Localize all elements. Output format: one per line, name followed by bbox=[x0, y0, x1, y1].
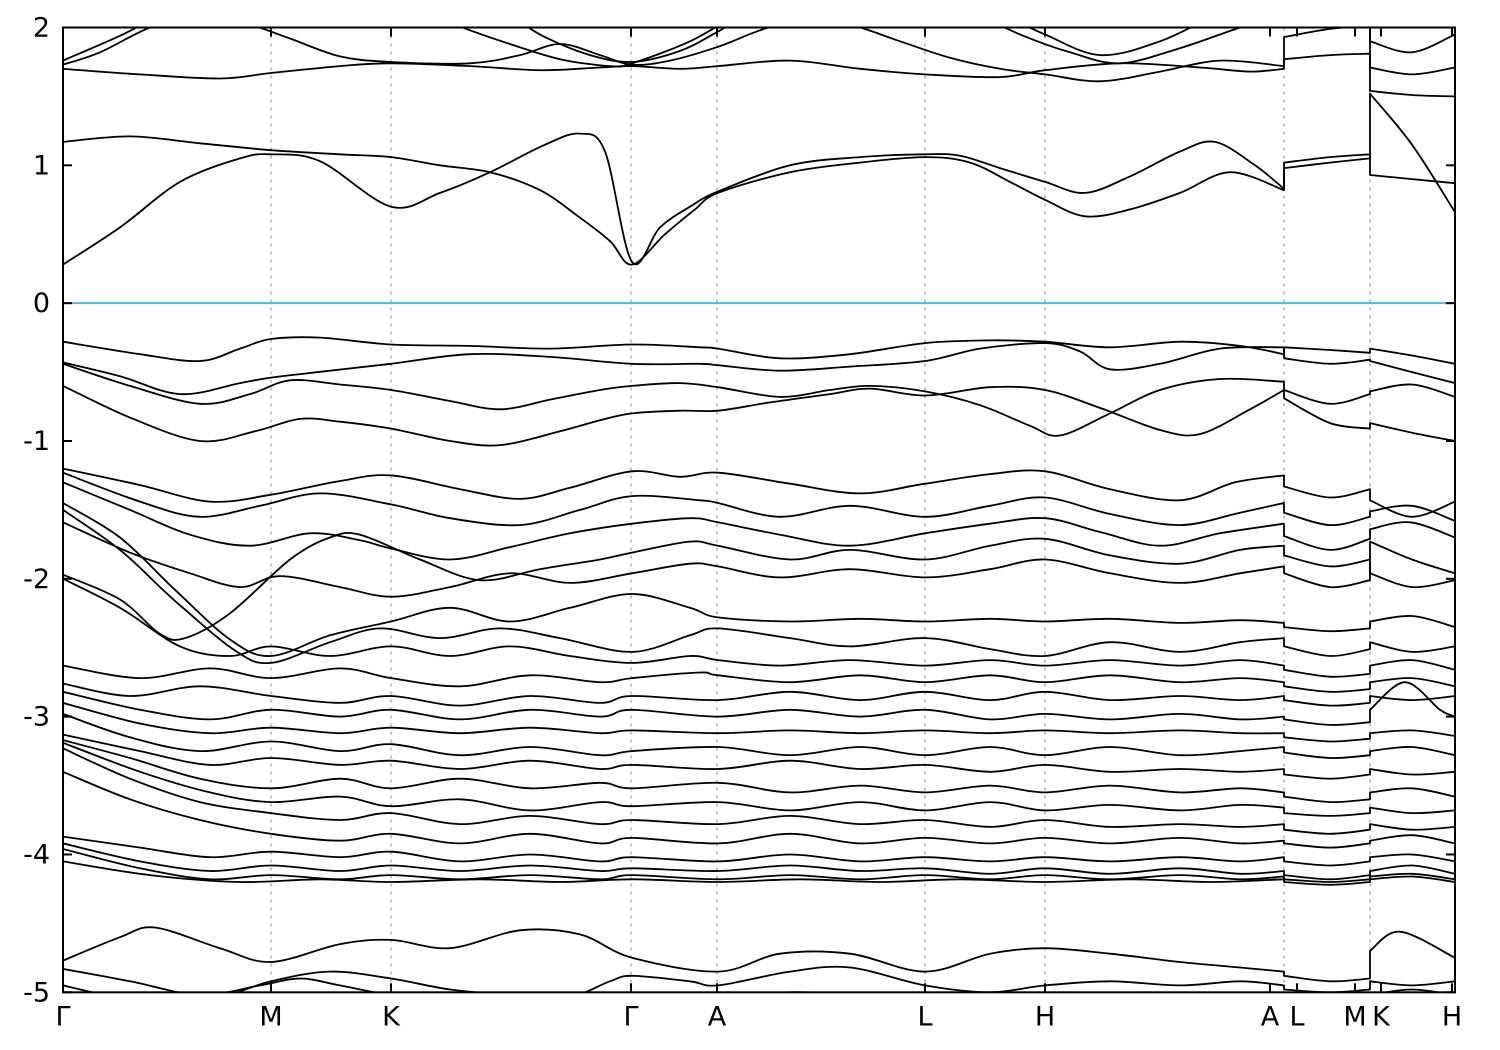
band-curve bbox=[63, 132, 1455, 266]
band-curve bbox=[63, 467, 1455, 518]
band-curve bbox=[63, 471, 1455, 527]
band-curve bbox=[63, 842, 1455, 881]
y-tick-label: -3 bbox=[23, 702, 50, 733]
band-curve bbox=[63, 52, 1455, 98]
band-curve bbox=[63, 92, 1455, 266]
x-tick-label: H bbox=[1035, 1001, 1055, 1032]
y-tick-label: 2 bbox=[33, 13, 50, 44]
x-tick-label: A bbox=[1261, 1001, 1280, 1032]
band-curve bbox=[63, 733, 1455, 780]
band-curve bbox=[63, 713, 1455, 759]
band-curve bbox=[63, 682, 1455, 707]
y-tick-label: -2 bbox=[23, 564, 50, 595]
band-curve bbox=[63, 739, 1455, 804]
band-curve bbox=[63, 342, 1455, 396]
band-curve bbox=[63, 664, 1455, 693]
x-tick-label: H bbox=[1442, 1001, 1462, 1032]
band-curve bbox=[63, 965, 1455, 993]
band-curve bbox=[63, 577, 1455, 678]
band-curve bbox=[63, 741, 1455, 817]
band-curve bbox=[63, 970, 1444, 993]
x-tick-label: A bbox=[708, 1001, 727, 1032]
band-curve bbox=[63, 509, 1455, 665]
y-tick-label: 0 bbox=[33, 288, 50, 319]
band-curve bbox=[63, 835, 1455, 867]
y-tick-label: 1 bbox=[33, 150, 50, 181]
x-tick-label: M bbox=[1343, 1001, 1366, 1032]
x-tick-label: Γ bbox=[623, 1001, 638, 1032]
x-tick-label: K bbox=[1372, 1001, 1391, 1032]
band-curve bbox=[63, 481, 1455, 561]
band-curve bbox=[63, 521, 1455, 598]
band-curve bbox=[63, 860, 1455, 886]
plot-border bbox=[62, 26, 1456, 994]
band-curve bbox=[63, 926, 1455, 983]
band-curve bbox=[63, 681, 1455, 726]
band-curve bbox=[63, 747, 1455, 835]
bands bbox=[63, 27, 1455, 993]
x-tick-label: L bbox=[1289, 1001, 1304, 1032]
y-tick-label: -4 bbox=[23, 839, 50, 870]
axis-ticks bbox=[62, 26, 1455, 994]
y-tick-label: -5 bbox=[23, 977, 50, 1008]
band-curve bbox=[63, 27, 1455, 83]
x-tick-label: L bbox=[917, 1001, 932, 1032]
band-curve bbox=[63, 502, 1455, 657]
y-tick-label: -1 bbox=[23, 426, 50, 457]
band-curve bbox=[63, 702, 1455, 743]
band-curve bbox=[63, 770, 1455, 849]
band-curve bbox=[63, 362, 1455, 437]
band-curve bbox=[63, 531, 1455, 641]
x-tick-label: Γ bbox=[55, 1001, 70, 1032]
x-tick-label: K bbox=[382, 1001, 401, 1032]
band-curve bbox=[63, 385, 1455, 447]
gridlines bbox=[270, 27, 1371, 993]
x-tick-label: M bbox=[259, 1001, 282, 1032]
